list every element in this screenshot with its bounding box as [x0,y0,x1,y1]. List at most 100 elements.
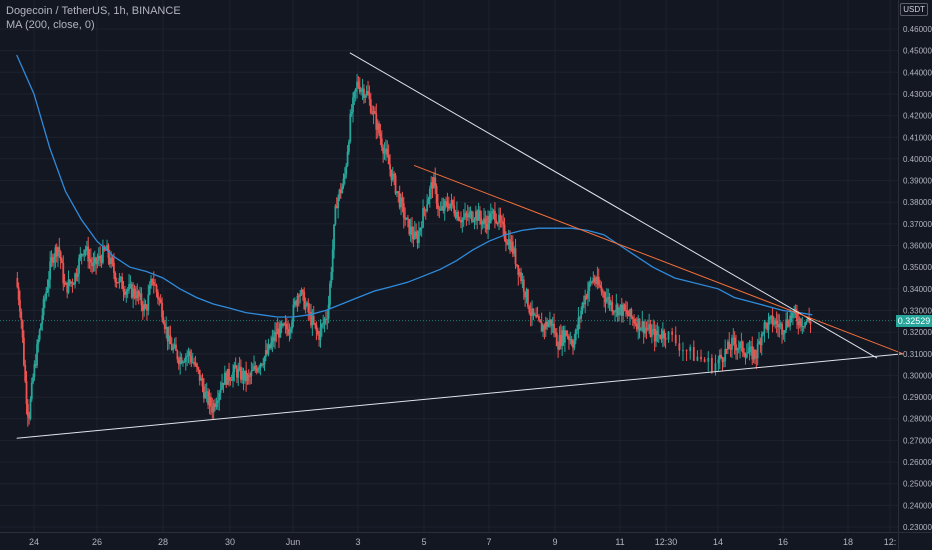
candle-body [568,336,570,340]
candle-body [383,151,386,154]
price-axis[interactable]: 0.23000 0.24000 0.25000 0.26000 0.27000 0.280… [898,0,932,550]
candle-body [447,206,450,209]
symbol-legend[interactable]: Dogecoin / TetherUS, 1h, BINANCE [6,5,181,17]
indicator-legend[interactable]: MA (200, close, 0) [6,19,95,31]
candle-body [22,337,25,366]
candle-body [767,319,770,330]
candle-body [703,359,706,362]
candle-body [144,303,147,309]
candle-body [458,220,461,222]
candle-body [125,291,128,295]
candle-body [367,90,369,95]
candle-body [42,299,45,316]
candle-body [581,302,584,311]
candle-body [789,315,792,327]
candle-body [511,241,514,254]
candle-body [422,208,424,228]
candle-body [299,294,302,297]
candle-body [589,281,592,283]
candle-body [614,311,616,313]
candle-body [587,291,589,299]
candle-body [641,321,644,329]
candle-body [170,343,173,351]
candle-body [678,343,681,351]
candle-body [51,257,54,263]
resistance-trendline [413,164,904,355]
candle-body [96,260,99,265]
candle-body [358,86,361,92]
candle-body [301,289,304,292]
candle-body [113,262,115,274]
candle-body [700,356,702,360]
candle-body [342,178,345,187]
candle-body [437,203,439,209]
candle-body [476,211,479,221]
candle-body [499,214,502,222]
candle-body [146,308,148,311]
price-tick-label: 0.32000 [903,328,932,337]
candle-body [616,304,619,316]
candle-body [326,318,329,320]
candle-body [574,329,577,341]
candle-body [528,306,531,313]
candle-body [136,291,139,299]
candle-body [243,370,246,381]
candle-body [85,246,88,251]
candle-body [646,328,649,330]
candle-body [718,354,721,360]
candle-body [80,253,83,255]
candle-body [92,262,95,267]
candle-body [418,231,420,244]
candle-body [281,323,284,327]
candle-body [102,246,104,263]
candle-body [454,213,457,218]
candle-body [194,363,197,365]
candle-body [547,323,550,327]
time-tick-label: 12: [884,537,897,547]
price-tick-label: 0.43000 [903,90,932,99]
candle-body [47,279,50,288]
candle-body [147,294,150,311]
candle-body [106,245,108,251]
candle-body [764,322,767,324]
candle-body [264,350,267,357]
currency-unit-label[interactable]: USDT [900,3,928,16]
candle-body [295,301,298,306]
candle-body [314,323,316,326]
time-tick-label: 24 [29,537,39,547]
candle-body [135,295,137,299]
candle-body [659,334,662,338]
candle-body [230,379,233,381]
candle-body [104,249,107,251]
candle-body [343,174,346,179]
candle-body [755,356,758,359]
descending-resistance-trendline [349,52,878,359]
price-tick-label: 0.27000 [903,436,932,445]
candle-body [278,328,280,338]
candle-body [291,321,293,329]
candle-body [778,324,781,328]
candle-body [271,337,274,343]
candle-body [570,339,573,345]
candle-body [204,392,207,399]
candle-body [525,289,528,298]
candle-body [405,217,408,220]
candle-body [760,334,763,346]
candle-body [424,209,427,211]
candle-body [550,319,553,326]
candle-body [420,227,423,229]
candle-body [32,377,34,383]
price-tick-label: 0.42000 [903,112,932,121]
candle-body [431,182,434,189]
candle-body [341,186,344,194]
candle-body [806,318,809,322]
candle-body [415,231,418,237]
candle-body [155,285,158,293]
candle-body [95,257,97,265]
candle-body [71,281,74,285]
candle-body [797,321,800,326]
candle-body [663,330,666,338]
time-axis[interactable]: 24 26 28 30 Jun 3 5 7 9 11 12:30 14 16 18 12: [0,532,932,548]
candle-body [288,332,291,335]
